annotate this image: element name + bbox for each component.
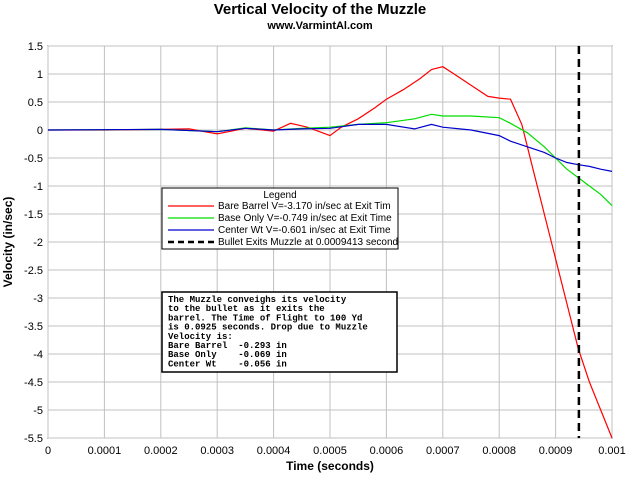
- note-line: barrel. The Time of Flight to 100 Yd: [168, 313, 362, 323]
- note-line: is 0.0925 seconds. Drop due to Muzzle: [168, 323, 368, 333]
- x-tick-label: 0.0009: [539, 445, 573, 457]
- y-tick-label: 0: [37, 125, 43, 137]
- note-line: Bare Barrel -0.293 in: [168, 341, 287, 351]
- y-tick-labels: 1.5 1 0.5 0 -0.5 -1 -1.5 -2 -2.5 -3 -3.5 -4 -4.5 -5 -5…: [24, 41, 43, 445]
- y-tick-label: -4.5: [24, 377, 43, 389]
- legend-entry: Bullet Exits Muzzle at 0.0009413 second: [218, 237, 398, 248]
- note-border: [161, 291, 398, 373]
- y-tick-label: -5.5: [24, 433, 43, 445]
- x-tick-label: 0.0003: [200, 445, 234, 457]
- x-tick-label: 0: [45, 445, 51, 457]
- note-line: to the bullet as it exits the: [168, 304, 325, 314]
- y-tick-label: 1: [37, 69, 43, 81]
- note-line: The Muzzle conveighs its velocity: [168, 295, 347, 305]
- x-axis-label: Time (seconds): [286, 459, 374, 473]
- legend-entry: Base Only V=-0.749 in/sec at Exit Time: [218, 213, 392, 224]
- chart-subtitle: www.VarmintAl.com: [266, 20, 373, 32]
- y-tick-label: -1: [33, 181, 43, 193]
- y-tick-label: -1.5: [24, 209, 43, 221]
- y-tick-label: 1.5: [28, 41, 43, 53]
- x-tick-label: 0.0001: [88, 445, 122, 457]
- legend-entry: Center Wt V=-0.601 in/sec at Exit Time: [218, 225, 391, 236]
- y-tick-label: -3: [33, 293, 43, 305]
- y-tick-label: -5: [33, 405, 43, 417]
- note-line: Center Wt -0.056 in: [168, 359, 287, 369]
- y-axis-label: Velocity (in/sec): [1, 197, 15, 288]
- note-line: Velocity is:: [168, 332, 233, 342]
- y-tick-label: -4: [33, 349, 43, 361]
- legend-entry: Bare Barrel V=-3.170 in/sec at Exit Tim: [218, 201, 391, 212]
- x-tick-label: 0.0007: [426, 445, 460, 457]
- legend: Legend Bare Barrel V=-3.170 in/sec at Ex…: [161, 187, 399, 250]
- legend-items: Bare Barrel V=-3.170 in/sec at Exit TimB…: [168, 201, 398, 248]
- series-line-3: [47, 123, 613, 172]
- y-tick-label: -0.5: [24, 153, 43, 165]
- y-tick-label: 0.5: [28, 97, 43, 109]
- x-tick-label: 0.0006: [370, 445, 404, 457]
- x-tick-labels: 0 0.0001 0.0002 0.0003 0.0004 0.0005 0.0006 0.0…: [45, 445, 626, 457]
- x-tick-label: 0.0008: [482, 445, 516, 457]
- y-tick-label: -2.5: [24, 265, 43, 277]
- x-tick-label: 0.001: [598, 445, 626, 457]
- x-tick-label: 0.0005: [313, 445, 347, 457]
- x-tick-label: 0.0004: [257, 445, 291, 457]
- note-line: Base Only -0.069 in: [168, 350, 287, 360]
- series-group: [47, 66, 613, 439]
- legend-title: Legend: [263, 190, 296, 201]
- y-tick-label: -3.5: [24, 321, 43, 333]
- y-tick-label: -2: [33, 237, 43, 249]
- chart-title: Vertical Velocity of the Muzzle: [214, 1, 427, 18]
- x-tick-label: 0.0002: [144, 445, 178, 457]
